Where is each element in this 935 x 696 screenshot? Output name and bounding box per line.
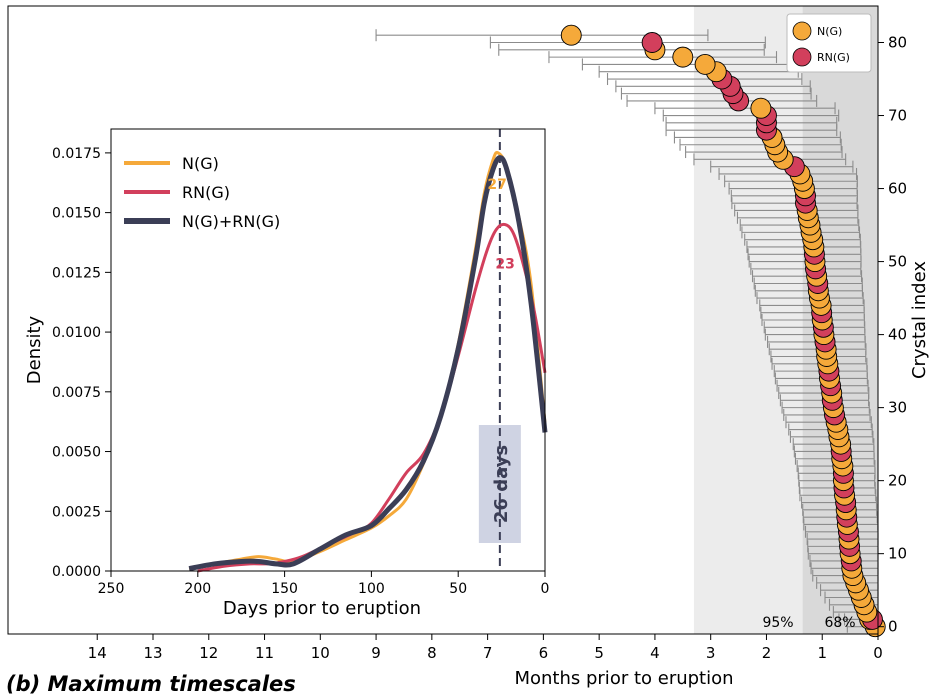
panel-caption: (b) Maximum timescales: [6, 672, 296, 696]
main-x-tick-label: 2: [762, 644, 772, 662]
inset-frame: [110, 128, 546, 572]
median-label: 26 days: [491, 445, 512, 523]
inset-y-tick-label: 0.0100: [52, 325, 101, 341]
main-y-tick-label: 20: [888, 472, 907, 490]
band-68-label: 68%: [824, 615, 855, 631]
inset-y-ticks: 0.0000 0.0025 0.0050 0.0075 0.0100 0.0125 0.01…: [52, 146, 111, 580]
main-y-tick-label: 80: [888, 34, 907, 52]
peak-label-ng: 27: [487, 177, 506, 193]
main-plot-frame: [7, 5, 879, 635]
inset-x-tick-label: 0: [541, 581, 550, 597]
main-y-tick-label: 50: [888, 253, 907, 271]
inset-y-axis-label: Density: [24, 315, 45, 384]
main-x-tick-label: 0: [873, 644, 883, 662]
point-ng: [672, 46, 694, 68]
peak-label-rng: 23: [495, 257, 514, 273]
inset-y-tick-label: 0.0000: [52, 564, 101, 580]
point-ng: [750, 97, 772, 119]
legend-rng-marker: [792, 47, 812, 67]
inset-y-tick-label: 0.0025: [52, 504, 101, 520]
inset-background: [111, 129, 545, 571]
legend-ng-label: N(G): [817, 25, 842, 38]
density-curve-combined: [188, 155, 548, 572]
main-x-tick-label: 1: [817, 644, 827, 662]
inset-legend-ng-label: N(G): [182, 154, 219, 173]
inset-y-tick-label: 0.0050: [52, 445, 101, 461]
main-x-tick-label: 10: [311, 644, 330, 662]
inset-x-ticks: 250 200 150 100 50 0: [98, 571, 550, 597]
main-x-tick-label: 9: [371, 644, 381, 662]
main-y-ticks: 0 10 20 30 40 50 60 70 80: [878, 34, 907, 636]
inset-legend-rng-label: RN(G): [182, 183, 230, 202]
band-95-label: 95%: [762, 615, 793, 631]
main-x-tick-label: 14: [88, 644, 107, 662]
main-y-tick-label: 10: [888, 545, 907, 563]
inset-y-tick-label: 0.0150: [52, 206, 101, 222]
main-x-tick-label: 3: [706, 644, 716, 662]
inset-y-tick-label: 0.0125: [52, 265, 101, 281]
inset-legend: N(G) RN(G) N(G)+RN(G): [124, 154, 280, 231]
main-y-tick-label: 30: [888, 399, 907, 417]
main-x-tick-label: 4: [650, 644, 660, 662]
point-ng: [560, 24, 582, 46]
density-curves: [188, 151, 548, 573]
main-x-tick-label: 13: [143, 644, 162, 662]
legend-ng-marker: [792, 21, 812, 41]
main-x-tick-label: 7: [483, 644, 493, 662]
main-legend: N(G) RN(G): [786, 13, 872, 73]
crystal-points: [560, 24, 886, 638]
inset-x-tick-label: 150: [271, 581, 298, 597]
inset-x-tick-label: 100: [358, 581, 385, 597]
inset-y-tick-label: 0.0175: [52, 146, 101, 162]
inset-x-tick-label: 250: [98, 581, 125, 597]
inset-y-tick-label: 0.0075: [52, 385, 101, 401]
inset-x-tick-label: 200: [184, 581, 211, 597]
main-x-ticks: 14 13 12 11 10 9 8 7 6 5 4 3 2 1 0: [88, 634, 883, 662]
point-rng: [641, 32, 663, 53]
inset-legend-combined-label: N(G)+RN(G): [182, 212, 280, 231]
main-y-tick-label: 70: [888, 107, 907, 125]
main-x-tick-label: 11: [255, 644, 274, 662]
main-y-tick-label: 0: [888, 618, 898, 636]
main-x-tick-label: 6: [539, 644, 549, 662]
main-y-axis-label: Crystal index: [909, 261, 930, 379]
main-x-tick-label: 8: [427, 644, 437, 662]
main-x-axis-label: Months prior to eruption: [514, 668, 733, 689]
main-x-tick-label: 5: [594, 644, 604, 662]
main-y-tick-label: 40: [888, 326, 907, 344]
inset-x-tick-label: 50: [449, 581, 467, 597]
main-x-tick-label: 12: [199, 644, 218, 662]
legend-rng-label: RN(G): [817, 51, 850, 64]
inset-x-axis-label: Days prior to eruption: [223, 598, 421, 619]
point-ng: [694, 53, 716, 75]
main-y-tick-label: 60: [888, 180, 907, 198]
inset-density-plot: 26 days 27 23 250 200 150 100 50 0 0.00000.00…: [24, 128, 550, 619]
